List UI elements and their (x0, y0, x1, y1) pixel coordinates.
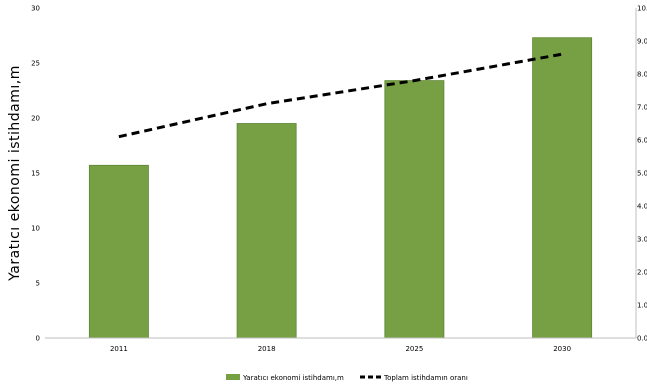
legend: Yaratıcı ekonomi istihdamı,m Toplam isti… (226, 374, 468, 382)
x-axis-ticks: 2011 2018 2025 2030 (110, 345, 571, 353)
right-tick-label: 3.0% (637, 236, 647, 244)
right-tick-label: 0.0% (637, 335, 647, 343)
right-tick-label: 8.0% (637, 71, 647, 79)
right-tick-label: 10.0% (637, 5, 647, 13)
bar (236, 123, 297, 339)
right-tick-label: 1.0% (637, 302, 647, 310)
right-tick-label: 5.0% (637, 170, 647, 178)
right-tick-label: 6.0% (637, 137, 647, 145)
left-tick-label: 20 (31, 115, 40, 123)
bar (532, 37, 593, 339)
left-tick-label: 10 (31, 225, 40, 233)
left-tick-label: 30 (31, 5, 40, 13)
left-tick-label: 15 (31, 170, 40, 178)
left-axis-ticks: 0 5 10 15 20 25 30 (31, 5, 40, 343)
x-tick-label: 2018 (258, 345, 276, 353)
right-tick-label: 7.0% (637, 104, 647, 112)
right-tick-label: 2.0% (637, 269, 647, 277)
right-axis-ticks: 0.0% 1.0% 2.0% 3.0% 4.0% 5.0% 6.0% 7.0% 8.0% 9.0%… (637, 5, 647, 343)
bar-series (88, 37, 593, 339)
legend-label-line: Toplam istihdamın oranı (383, 374, 468, 382)
bar (384, 80, 445, 339)
line-series (118, 52, 563, 139)
x-tick-label: 2025 (405, 345, 423, 353)
x-tick-label: 2030 (553, 345, 571, 353)
bar (88, 164, 149, 339)
left-tick-label: 25 (31, 60, 40, 68)
legend-swatch-bars (226, 374, 240, 380)
right-tick-label: 4.0% (637, 203, 647, 211)
left-tick-label: 5 (36, 280, 40, 288)
left-tick-label: 0 (36, 335, 40, 343)
x-tick-label: 2011 (110, 345, 128, 353)
legend-label-bars: Yaratıcı ekonomi istihdamı,m (242, 374, 344, 382)
right-tick-label: 9.0% (637, 38, 647, 46)
y-axis-label: Yaratıcı ekonomi istihdamı,m (7, 65, 23, 282)
